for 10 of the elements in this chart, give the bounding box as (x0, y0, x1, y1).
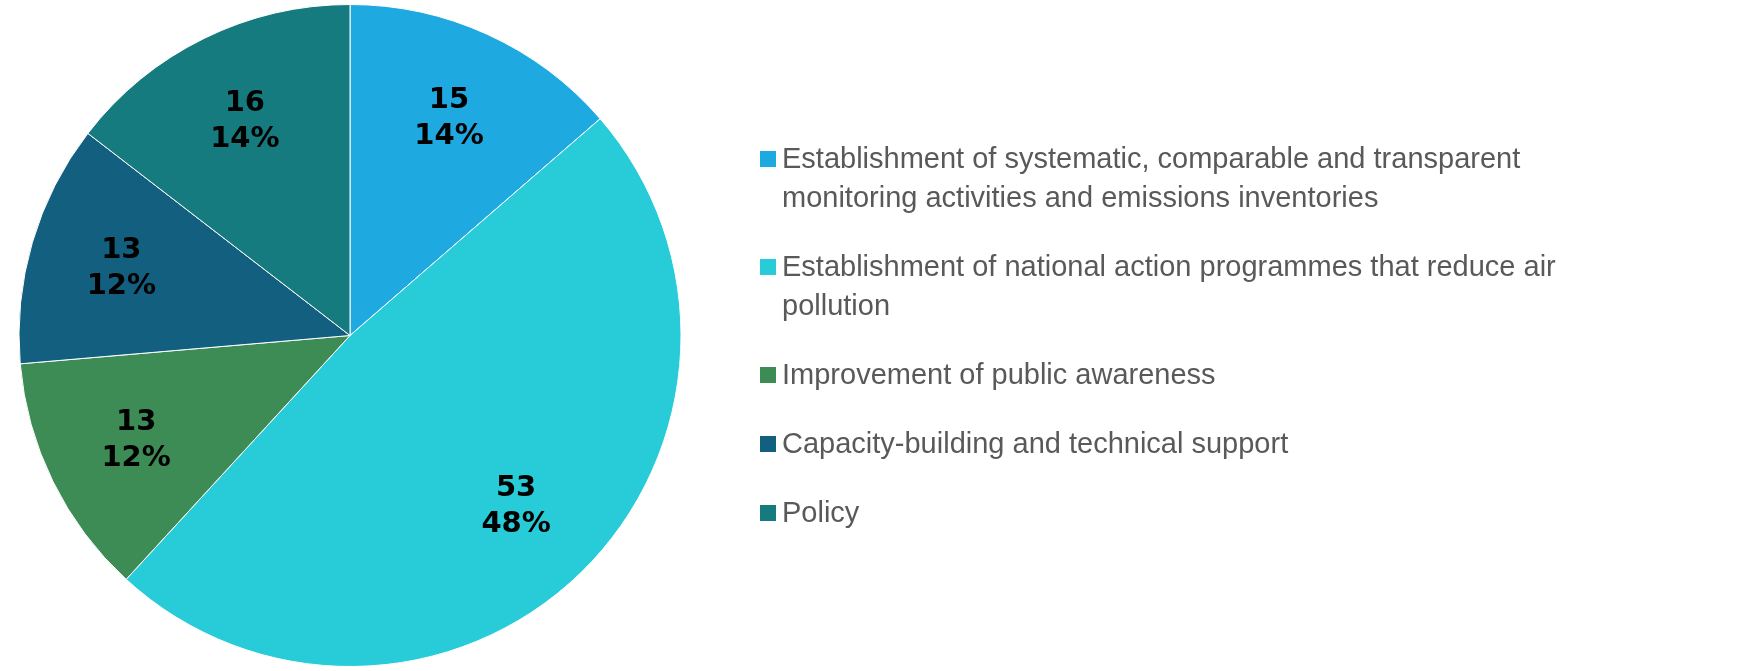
data-label: 13 12% (101, 403, 171, 474)
data-label: 13 12% (86, 230, 157, 301)
legend-label: Policy (782, 495, 860, 531)
legend-label: Improvement of public awareness (782, 357, 1216, 393)
data-label: 53 48% (481, 468, 551, 539)
data-label: 16 14% (210, 84, 280, 155)
legend-label: Establishment of systematic, comparable and transparent monitoring activities and emissions inventories (782, 140, 1522, 215)
data-label: 15 14% (414, 81, 484, 152)
legend-label: Establishment of national action programmes that reduce air pollution (782, 248, 1557, 323)
legend-label: Capacity-building and technical support (782, 426, 1289, 462)
